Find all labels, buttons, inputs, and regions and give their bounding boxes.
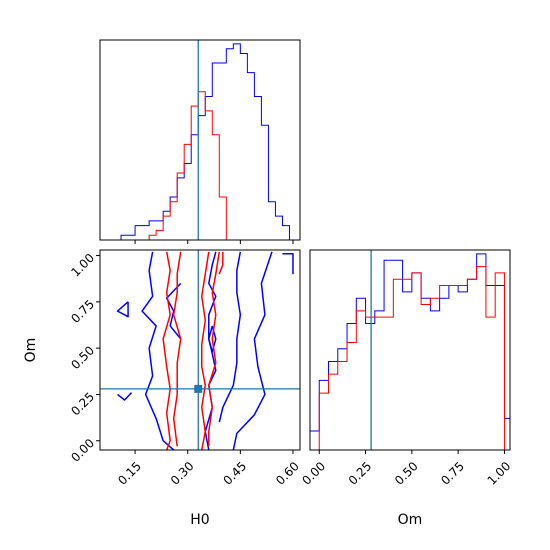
contour-0-7 <box>282 252 294 275</box>
y-tick-label: 0.25 <box>68 390 97 419</box>
x-tick-label: 0.45 <box>220 459 249 488</box>
hist-series-0 <box>309 253 511 450</box>
x-tick-label: 0.60 <box>273 459 302 488</box>
axes-frame <box>99 39 301 241</box>
y-tick-label: 0.00 <box>68 436 97 465</box>
x-tick-label: 0.75 <box>438 459 467 488</box>
h0-om-contour-panel: 0.15 0.30 0.45 0.60 0.00 0.25 0.50 0.75 1.00 <box>68 249 302 488</box>
y-tick-label: 0.50 <box>68 343 97 372</box>
axes-frame <box>309 249 511 451</box>
axis-labels: H0 Om Om <box>23 338 422 528</box>
contour-area <box>100 250 300 450</box>
x-axis-label-h0: H0 <box>190 512 209 528</box>
contour-0-2 <box>117 392 133 401</box>
x-tick-label: 1.00 <box>485 459 514 488</box>
x-tick-label: 0.25 <box>346 459 375 488</box>
x-tick-label: 0.50 <box>392 459 421 488</box>
axes-frame <box>99 249 301 451</box>
contour-1-2 <box>201 251 210 450</box>
x-axis-label-om: Om <box>398 512 423 528</box>
y-axis-label-om: Om <box>23 338 39 363</box>
contour-1-3 <box>208 251 221 447</box>
contour-0-5 <box>218 251 242 423</box>
x-tick-label: 0.30 <box>168 459 197 488</box>
h0-histogram-panel <box>99 39 301 244</box>
x-tick-label: 0.00 <box>299 459 328 488</box>
y-tick-label: 0.75 <box>68 297 97 326</box>
contour-1-4 <box>218 251 224 275</box>
contour-0-0 <box>141 251 175 450</box>
contour-1-0 <box>162 251 171 450</box>
om-histogram-panel: 0.00 0.25 0.50 0.75 1.00 <box>299 249 514 488</box>
contour-1-1 <box>172 251 182 447</box>
contour-0-4 <box>208 325 217 353</box>
reference-point <box>194 384 203 393</box>
contour-0-1 <box>116 301 129 318</box>
contour-0-6 <box>232 251 273 450</box>
hist-series-1 <box>310 266 510 451</box>
y-tick-label: 1.00 <box>68 251 97 280</box>
x-tick-label: 0.15 <box>115 459 144 488</box>
